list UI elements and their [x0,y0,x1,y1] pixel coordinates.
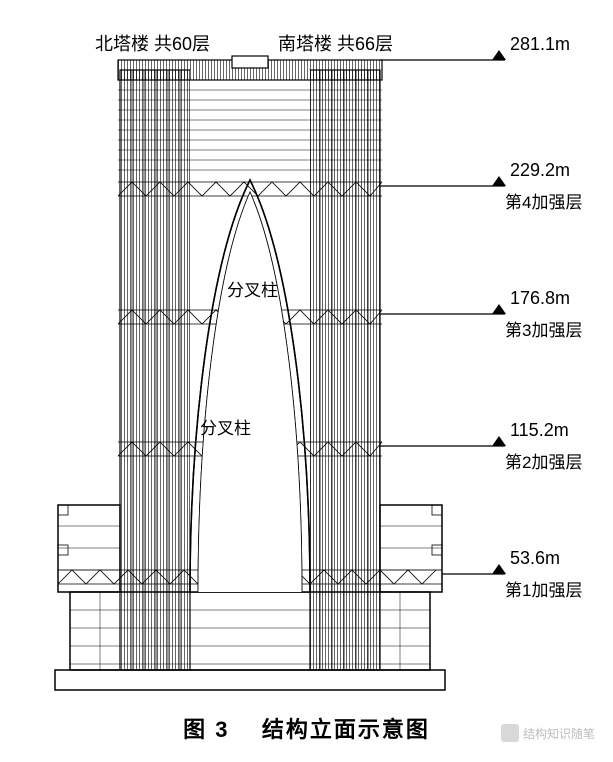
wechat-icon [501,724,519,742]
elevation-3-value: 115.2m [510,420,569,441]
elevation-0-value: 281.1m [510,34,570,55]
elevation-diagram [0,0,613,762]
elevation-4-sublabel: 第1加强层 [505,576,582,601]
branch-column-label-lower: 分叉柱 [200,414,251,439]
caption-text: 结构立面示意图 [262,717,430,742]
elevation-1-sublabel: 第4加强层 [505,188,582,213]
elevation-markers [380,50,506,574]
branch-column-label-upper: 分叉柱 [227,276,278,301]
watermark: 结构知识随笔 [501,724,595,742]
elevation-3-sublabel: 第2加强层 [505,448,582,473]
north-tower-label: 北塔楼 共60层 [95,30,210,56]
elevation-1-value: 229.2m [510,160,570,181]
watermark-text: 结构知识随笔 [523,725,595,742]
south-tower-label: 南塔楼 共66层 [278,30,393,56]
elevation-2-value: 176.8m [510,288,570,309]
elevation-4-value: 53.6m [510,548,560,569]
caption-prefix: 图 3 [183,717,229,742]
elevation-2-sublabel: 第3加强层 [505,316,582,341]
